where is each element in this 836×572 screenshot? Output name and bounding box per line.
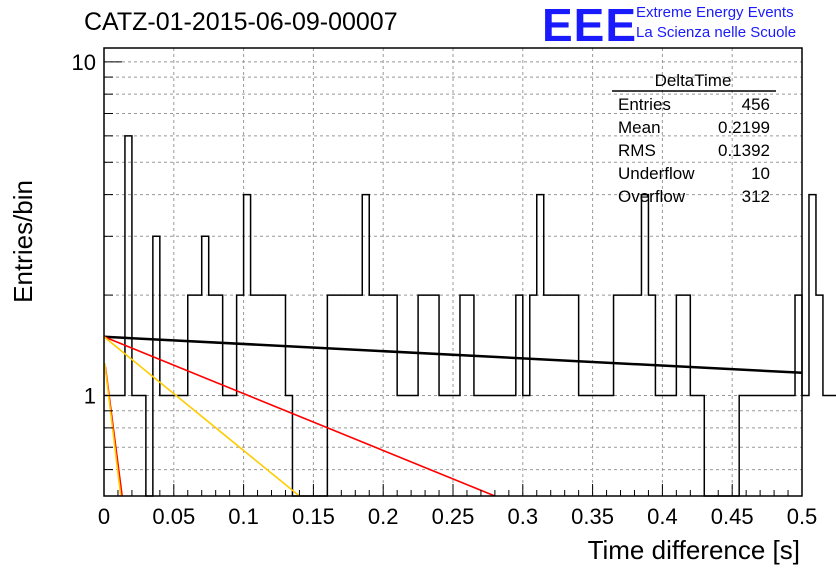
tick-labels: 0 0.05 0.1 0.15 0.2 0.25 0.3 0.35 0.4 0.45 0.5 1 10 [72, 50, 818, 529]
stats-value: 0.1392 [718, 141, 770, 160]
stats-value: 10 [751, 164, 770, 183]
stats-value: 0.2199 [718, 118, 770, 137]
stats-label: Overflow [618, 187, 686, 206]
histogram-bin [641, 195, 648, 496]
logo-line-1: Extreme Energy Events [636, 4, 794, 21]
fit-curves [103, 335, 803, 497]
histogram [104, 135, 836, 497]
fit-curve [103, 335, 803, 375]
stats-label: Entries [618, 95, 671, 114]
stats-box: DeltaTime Entries 456 Mean 0.2199 RMS 0.1392 U… [612, 71, 776, 206]
eee-logo: EEE [542, 0, 638, 51]
histogram-bin [362, 195, 369, 496]
x-axis-label: Time difference [s] [588, 535, 800, 565]
run-title: CATZ-01-2015-06-09-00007 [84, 8, 398, 36]
y-axis-label: Entries/bin [8, 180, 38, 303]
x-tick-label: 0.15 [292, 504, 335, 529]
x-tick-label: 0.3 [508, 504, 539, 529]
histogram-bin [153, 236, 160, 496]
stats-title: DeltaTime [655, 71, 732, 90]
histogram-bin [125, 136, 132, 496]
x-tick-label: 0.1 [228, 504, 259, 529]
x-tick-label: 0.4 [647, 504, 678, 529]
histogram-bin [202, 236, 209, 496]
logo-line-2: La Scienza nelle Scuole [636, 24, 797, 41]
y-tick-label: 10 [72, 50, 96, 75]
fit-curve [103, 363, 122, 497]
x-tick-label: 0.35 [571, 504, 614, 529]
stats-value: 312 [742, 187, 770, 206]
histogram-bin [802, 396, 809, 496]
histogram-bin [537, 195, 544, 496]
x-tick-label: 0.05 [152, 504, 195, 529]
stats-label: RMS [618, 141, 656, 160]
fit-curve [103, 336, 496, 497]
histogram-bin [816, 295, 823, 496]
axis-ticks [103, 61, 803, 497]
stats-value: 456 [742, 95, 770, 114]
histogram-bin [830, 396, 836, 496]
stats-label: Underflow [618, 164, 695, 183]
x-tick-label: 0 [98, 504, 110, 529]
histogram-bin [823, 396, 830, 496]
x-tick-label: 0.45 [711, 504, 754, 529]
x-tick-label: 0.25 [432, 504, 475, 529]
stats-rows: Entries 456 Mean 0.2199 RMS 0.1392 Underflow 10… [618, 95, 770, 206]
fit-curve [103, 336, 300, 497]
x-tick-label: 0.2 [368, 504, 399, 529]
histogram-bin [809, 195, 816, 496]
stats-label: Mean [618, 118, 661, 137]
x-tick-label: 0.5 [787, 504, 818, 529]
y-tick-label: 1 [84, 384, 96, 409]
histogram-steps [104, 135, 836, 497]
